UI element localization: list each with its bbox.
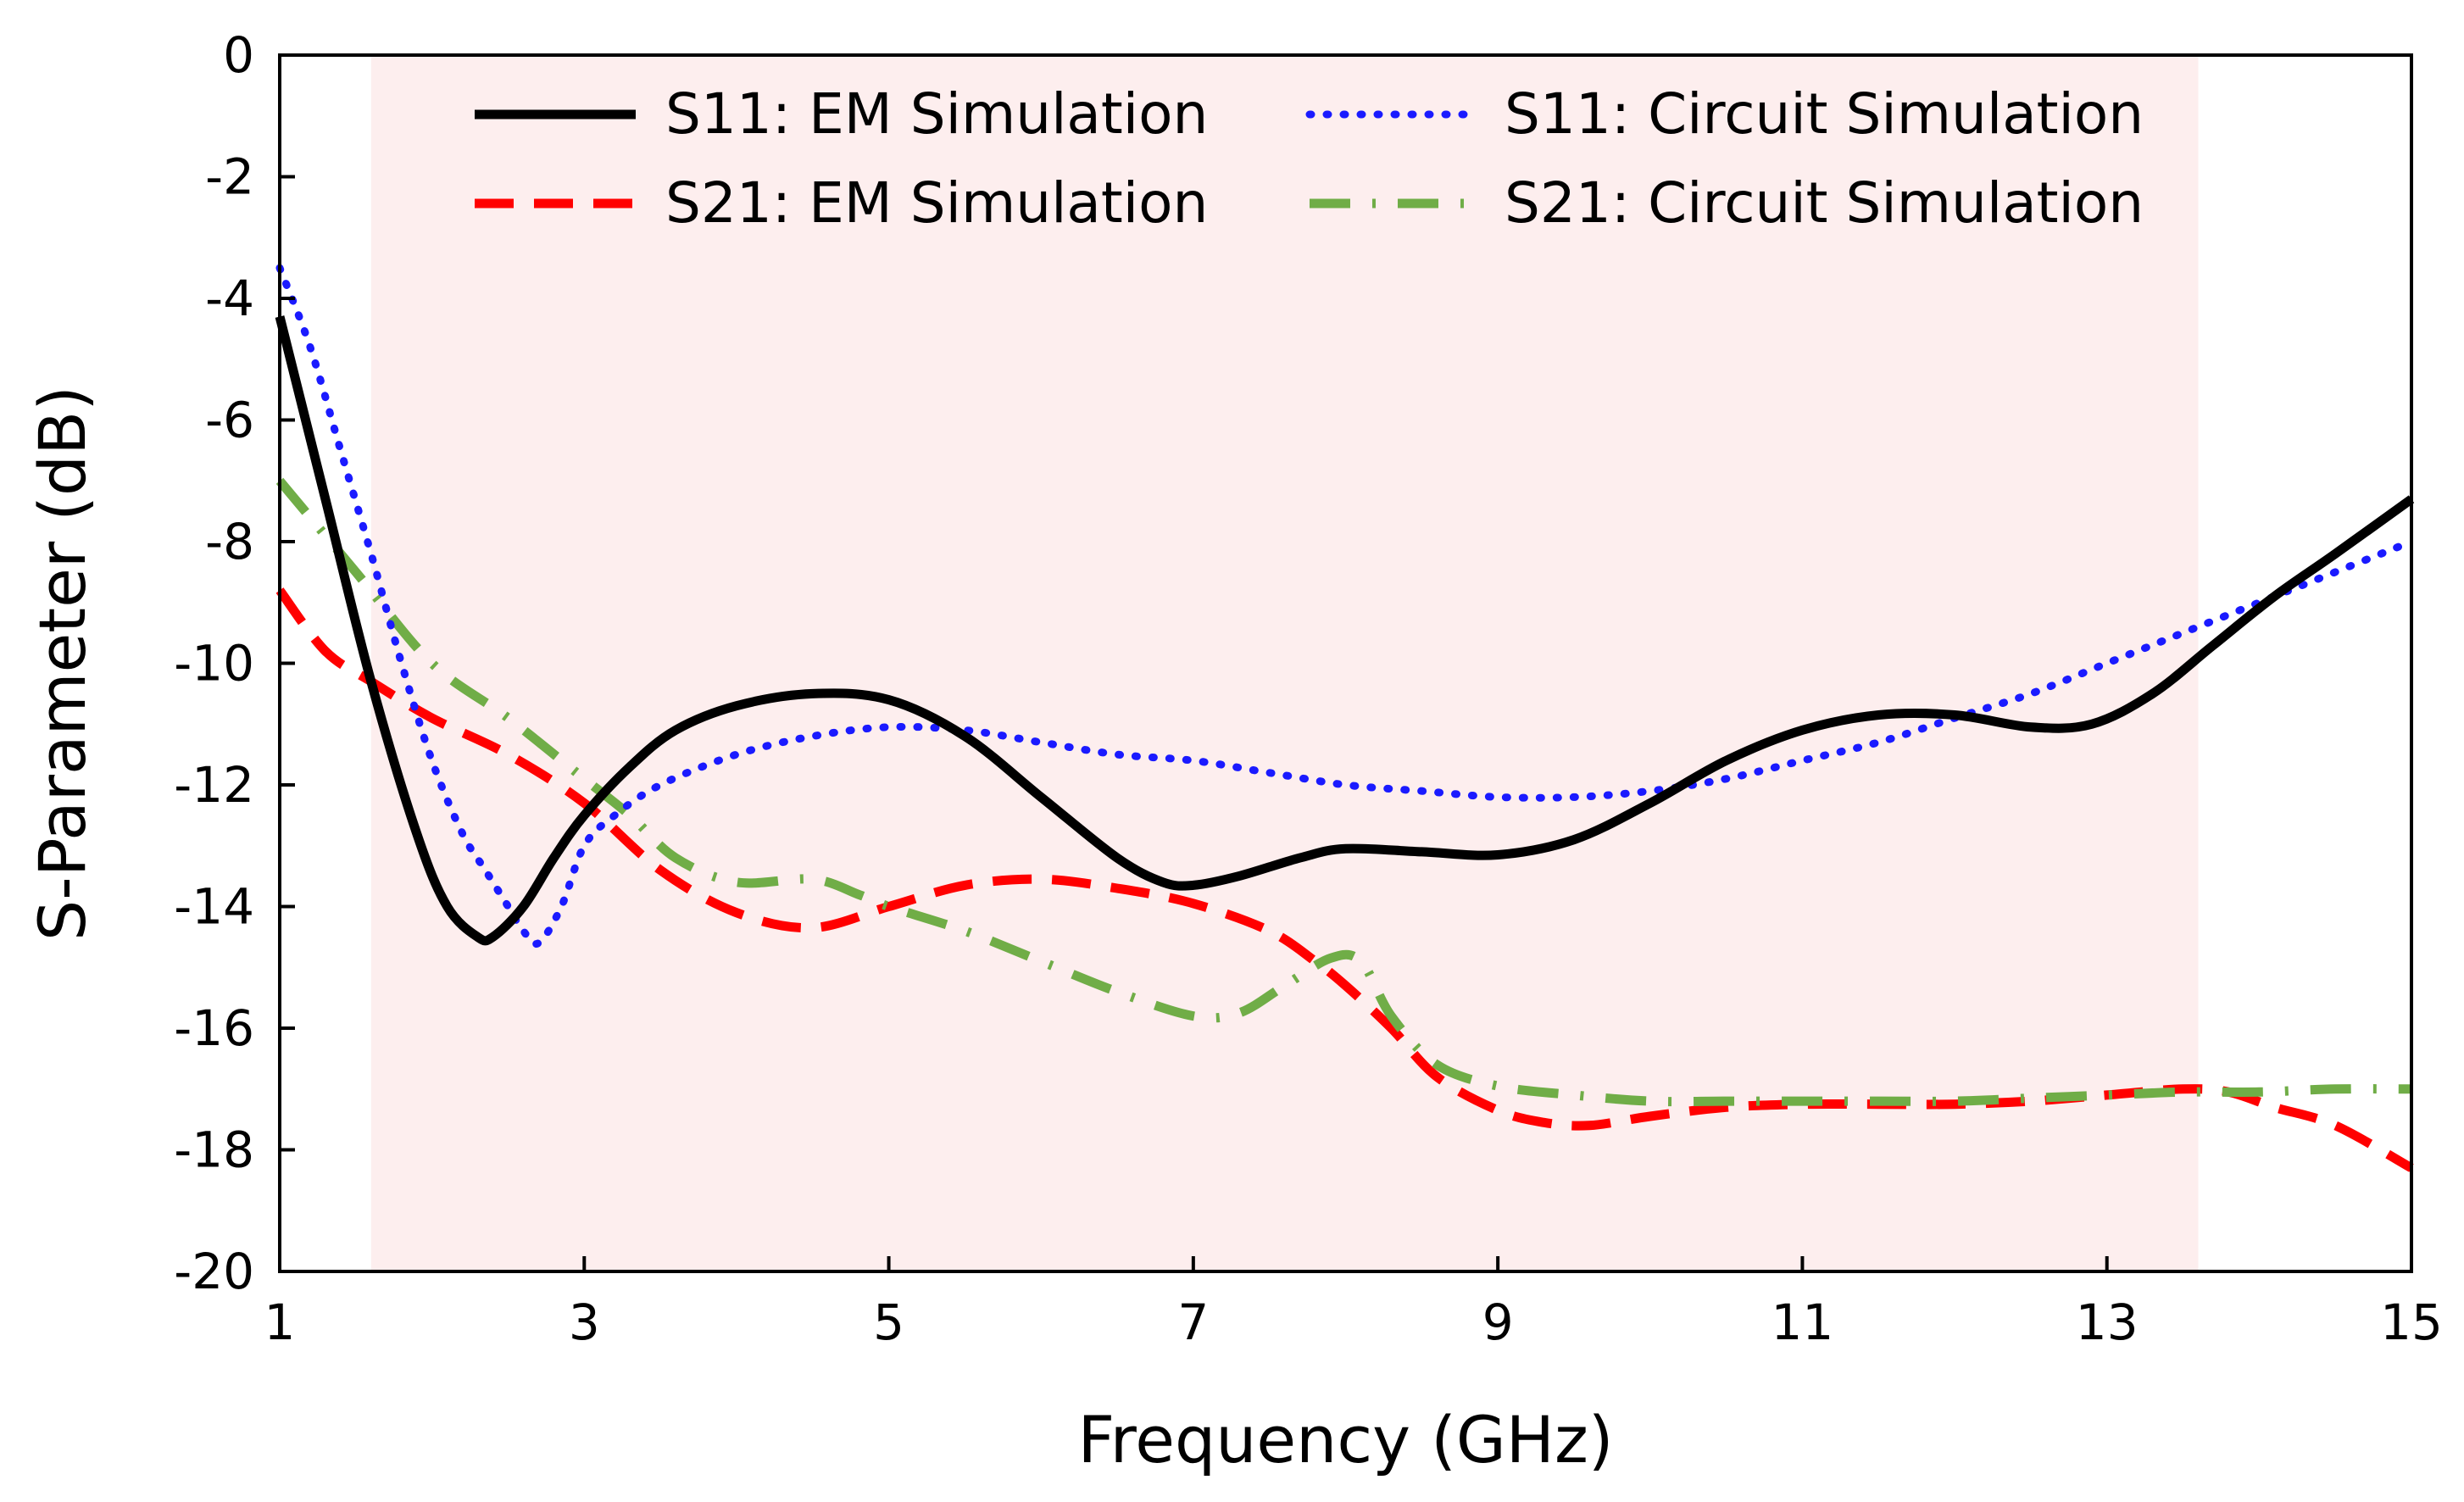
highlight-band — [370, 55, 2199, 1271]
x-tick-label: 1 — [264, 1293, 296, 1351]
legend-label-s21-circuit-simulation: S21: Circuit Simulation — [1505, 170, 2144, 236]
legend-label-s11-circuit-simulation: S11: Circuit Simulation — [1505, 81, 2144, 147]
y-axis-title: S-Parameter (dB) — [25, 386, 100, 941]
x-tick-label: 3 — [569, 1293, 600, 1351]
y-tick-label: 0 — [223, 26, 254, 84]
y-tick-label: -12 — [174, 756, 254, 814]
y-tick-label: -14 — [174, 878, 254, 936]
y-axis-ticks: 0 -2 -4 -6 -8 -10 -12 -14 -16 -18 -20 — [174, 26, 295, 1300]
y-tick-label: -8 — [205, 513, 254, 570]
y-tick-label: -18 — [174, 1121, 254, 1179]
y-tick-label: -2 — [205, 148, 254, 206]
x-axis-ticks: 1 3 5 7 9 11 13 15 — [264, 1256, 2443, 1351]
y-tick-label: -4 — [205, 270, 254, 327]
y-tick-label: -6 — [205, 392, 254, 449]
x-tick-label: 13 — [2076, 1293, 2139, 1351]
series-layer — [275, 264, 2416, 1172]
x-tick-label: 15 — [2380, 1293, 2443, 1351]
x-tick-label: 9 — [1482, 1293, 1514, 1351]
x-tick-label: 5 — [873, 1293, 904, 1351]
x-tick-label: 7 — [1177, 1293, 1209, 1351]
y-tick-label: -20 — [174, 1243, 254, 1300]
x-axis-title: Frequency (GHz) — [1077, 1402, 1613, 1477]
legend-label-s11-em-simulation: S11: EM Simulation — [665, 81, 1208, 147]
y-tick-label: -16 — [174, 999, 254, 1057]
series-line-s11-em-simulation — [275, 315, 2415, 946]
legend: S11: EM Simulation S11: Circuit Simulatio… — [475, 81, 2144, 236]
x-tick-label: 11 — [1772, 1293, 1834, 1351]
legend-label-s21-em-simulation: S21: EM Simulation — [665, 170, 1208, 236]
y-tick-label: -10 — [174, 635, 254, 693]
